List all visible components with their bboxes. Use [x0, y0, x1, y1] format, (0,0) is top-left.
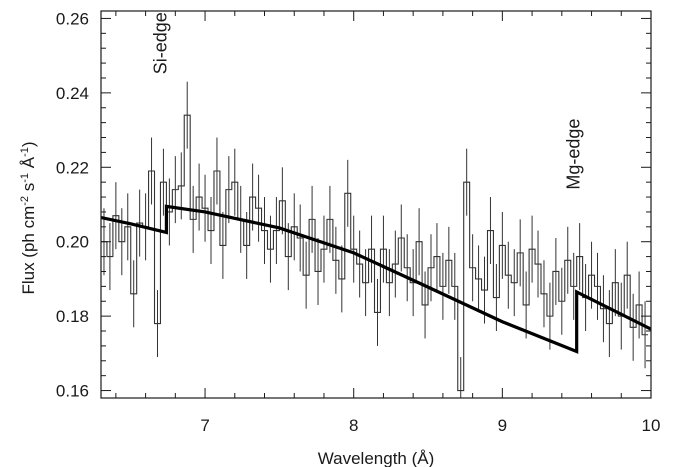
- y-axis-title: Flux (ph cm-2 s-1 Å-1): [19, 141, 38, 294]
- y-tick-label: 0.22: [56, 158, 89, 177]
- y-tick-label: 0.20: [56, 233, 89, 252]
- x-tick-label: 9: [498, 416, 507, 435]
- x-tick-label: 10: [642, 416, 661, 435]
- series-group: [101, 81, 651, 398]
- data-layer: [101, 81, 651, 398]
- plot-frame: [100, 10, 652, 399]
- y-title-exp-1: -2: [19, 196, 31, 206]
- mg-edge-annotation: Mg-edge: [564, 119, 584, 190]
- axis-layer: 7 8 9 10 0.16 0.18 0.20 0.22 0.24 0.26: [56, 9, 661, 435]
- x-tick-label: 8: [349, 416, 358, 435]
- y-title-exp-2: -1: [19, 173, 31, 183]
- y-title-part-c: s: [19, 183, 38, 196]
- y-tick-label: 0.24: [56, 84, 89, 103]
- y-title-part-e: Å: [19, 156, 38, 173]
- y-title-exp-3: -1: [19, 147, 31, 157]
- y-tick-label: 0.26: [56, 9, 89, 28]
- si-edge-annotation: Si-edge: [151, 12, 171, 74]
- y-title-part-a: Flux (ph cm: [19, 206, 38, 295]
- model-line: [101, 204, 651, 354]
- x-tick-label: 7: [200, 416, 209, 435]
- x-axis-title: Wavelength (Å): [318, 449, 435, 467]
- y-title-part-g: ): [19, 141, 38, 147]
- y-tick-label: 0.16: [56, 382, 89, 401]
- y-tick-label: 0.18: [56, 307, 89, 326]
